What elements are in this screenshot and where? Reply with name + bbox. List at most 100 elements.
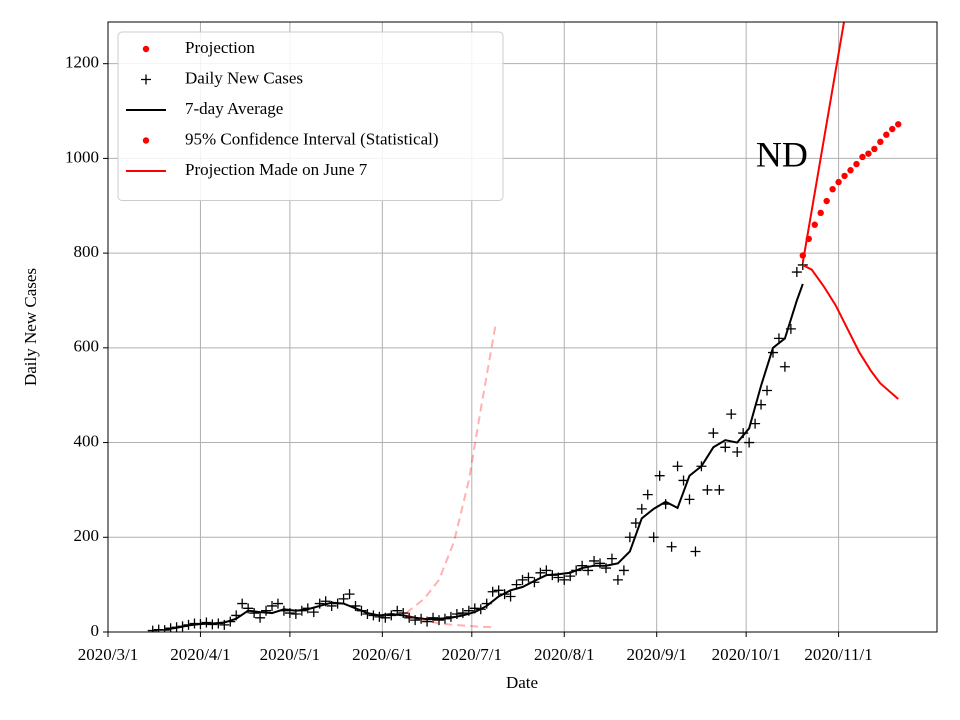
x-axis-label: Date bbox=[506, 673, 538, 692]
case-marker bbox=[750, 418, 761, 429]
case-marker bbox=[690, 546, 701, 557]
case-marker bbox=[618, 565, 629, 576]
case-marker bbox=[672, 461, 683, 472]
x-tick-label: 2020/3/1 bbox=[78, 645, 138, 664]
x-tick-label: 2020/5/1 bbox=[260, 645, 320, 664]
case-marker bbox=[535, 567, 546, 578]
legend-label: Daily New Cases bbox=[185, 68, 303, 87]
case-marker bbox=[684, 494, 695, 505]
projection-point bbox=[829, 185, 836, 193]
case-marker bbox=[636, 503, 647, 514]
legend-label: 95% Confidence Interval (Statistical) bbox=[185, 129, 439, 148]
case-marker bbox=[428, 612, 439, 623]
legend-marker bbox=[142, 137, 150, 144]
projection-point bbox=[889, 125, 896, 133]
case-marker bbox=[487, 586, 498, 597]
case-marker bbox=[606, 553, 617, 564]
projection-point bbox=[853, 160, 860, 168]
case-marker bbox=[559, 574, 570, 585]
case-marker bbox=[541, 565, 552, 576]
case-marker bbox=[732, 447, 743, 458]
projection-point bbox=[835, 178, 842, 186]
y-tick-label: 400 bbox=[74, 431, 100, 450]
y-tick-label: 1200 bbox=[65, 53, 99, 72]
case-marker bbox=[493, 585, 504, 596]
x-tick-label: 2020/11/1 bbox=[804, 645, 872, 664]
case-marker bbox=[612, 574, 623, 585]
y-tick-label: 200 bbox=[74, 526, 100, 545]
series-line bbox=[405, 323, 497, 614]
case-marker bbox=[237, 598, 248, 609]
case-marker bbox=[434, 615, 445, 626]
x-tick-label: 2020/4/1 bbox=[170, 645, 230, 664]
case-marker bbox=[344, 589, 355, 600]
series-line bbox=[164, 283, 804, 631]
projection-point bbox=[865, 150, 872, 157]
y-axis-label: Daily New Cases bbox=[21, 268, 40, 386]
case-marker bbox=[708, 428, 719, 439]
legend-label: Projection Made on June 7 bbox=[185, 160, 368, 179]
case-marker bbox=[666, 541, 677, 552]
projection-point bbox=[859, 153, 866, 161]
projection-point bbox=[883, 131, 890, 138]
axes-frame bbox=[107, 21, 938, 633]
x-tick-label: 2020/8/1 bbox=[534, 645, 594, 664]
case-marker bbox=[726, 409, 737, 420]
case-marker bbox=[714, 484, 725, 495]
case-marker bbox=[308, 607, 319, 618]
case-marker bbox=[523, 572, 534, 583]
series-line bbox=[801, 22, 846, 263]
case-marker bbox=[624, 532, 635, 543]
projection-point bbox=[877, 138, 884, 146]
case-marker bbox=[762, 385, 773, 396]
x-tick-label: 2020/6/1 bbox=[352, 645, 412, 664]
projection-point bbox=[871, 145, 878, 153]
case-marker bbox=[773, 333, 784, 344]
legend-marker bbox=[142, 45, 150, 53]
case-marker bbox=[255, 612, 266, 623]
legend-marker bbox=[141, 74, 151, 85]
projection-point bbox=[811, 221, 818, 228]
legend-label: Projection bbox=[185, 38, 255, 57]
series-line bbox=[802, 264, 899, 400]
y-tick-label: 1000 bbox=[65, 147, 99, 166]
case-marker bbox=[374, 611, 385, 622]
y-tick-label: 800 bbox=[74, 242, 100, 261]
case-marker bbox=[267, 600, 278, 611]
case-marker bbox=[505, 591, 516, 602]
case-marker bbox=[654, 470, 665, 481]
case-marker bbox=[338, 593, 349, 604]
case-marker bbox=[272, 598, 283, 609]
case-marker bbox=[648, 532, 659, 543]
case-marker bbox=[249, 608, 260, 619]
case-marker bbox=[744, 437, 755, 448]
case-marker bbox=[201, 617, 212, 628]
case-marker bbox=[791, 267, 802, 278]
x-tick-label: 2020/9/1 bbox=[626, 645, 686, 664]
projection-point bbox=[841, 172, 848, 180]
series-line bbox=[405, 614, 496, 629]
case-marker bbox=[756, 399, 767, 410]
x-tick-label: 2020/7/1 bbox=[442, 645, 502, 664]
projection-point bbox=[823, 197, 830, 205]
x-tick-label: 2020/10/1 bbox=[712, 645, 781, 664]
case-marker bbox=[147, 625, 158, 632]
annotation: ND bbox=[756, 135, 808, 175]
case-marker bbox=[702, 484, 713, 495]
legend-box bbox=[117, 31, 504, 201]
case-marker bbox=[261, 605, 272, 616]
plot-area bbox=[147, 22, 902, 632]
y-tick-label: 600 bbox=[74, 337, 100, 356]
case-marker bbox=[589, 555, 600, 566]
case-marker bbox=[779, 361, 790, 372]
projection-point bbox=[847, 167, 854, 174]
case-marker bbox=[386, 610, 397, 621]
projection-point bbox=[895, 121, 902, 128]
legend-label: 7-day Average bbox=[185, 99, 283, 118]
case-marker bbox=[720, 442, 731, 453]
y-tick-label: 0 bbox=[91, 621, 100, 640]
case-marker bbox=[517, 574, 528, 585]
projection-point bbox=[817, 209, 824, 217]
